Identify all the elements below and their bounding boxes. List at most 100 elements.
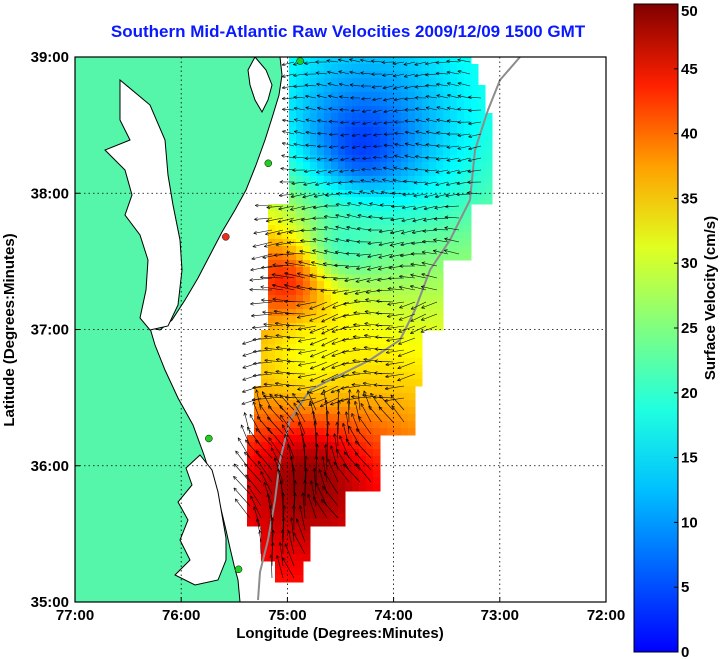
speed-cell — [380, 246, 388, 254]
speed-cell — [289, 414, 297, 422]
speed-cell — [450, 239, 458, 247]
velocity-arrow — [321, 337, 339, 347]
speed-cell — [359, 484, 367, 492]
speed-cell — [387, 141, 395, 149]
speed-cell — [331, 190, 339, 198]
speed-cell — [282, 512, 290, 520]
velocity-arrow — [336, 410, 341, 435]
velocity-arrow — [445, 204, 460, 209]
speed-cell — [359, 127, 367, 135]
velocity-arrow — [258, 530, 262, 555]
speed-cell — [275, 435, 283, 443]
speed-cell — [359, 442, 367, 450]
velocity-arrow — [356, 428, 372, 447]
speed-cell — [380, 428, 388, 436]
speed-cell — [359, 218, 367, 226]
speed-cell — [289, 267, 297, 275]
speed-cell — [387, 176, 395, 184]
speed-cell — [450, 162, 458, 170]
velocity-arrow — [343, 289, 361, 295]
speed-cell — [415, 323, 423, 331]
speed-cell — [359, 71, 367, 79]
speed-cell — [275, 260, 283, 268]
speed-cell — [345, 309, 353, 317]
speed-cell — [352, 78, 360, 86]
velocity-arrow — [403, 61, 416, 66]
speed-cell — [380, 337, 388, 345]
velocity-arrow — [352, 347, 372, 351]
speed-cell — [387, 197, 395, 205]
speed-cell — [359, 344, 367, 352]
speed-cell — [352, 302, 360, 310]
speed-cell — [247, 498, 255, 506]
speed-cell — [422, 155, 430, 163]
speed-cell — [373, 379, 381, 387]
velocity-arrow — [371, 72, 383, 76]
speed-cell — [331, 463, 339, 471]
speed-cell — [317, 442, 325, 450]
speed-cell — [471, 197, 479, 205]
speed-cell — [457, 197, 465, 205]
velocity-arrow — [321, 313, 339, 323]
velocity-arrow — [446, 70, 460, 75]
speed-cell — [366, 64, 374, 72]
speed-cell — [401, 365, 409, 373]
pamlico-sound — [174, 454, 227, 586]
velocity-arrow — [282, 557, 295, 579]
speed-cell — [324, 512, 332, 520]
velocity-arrow — [284, 272, 306, 279]
speed-cell — [380, 295, 388, 303]
speed-cell — [345, 253, 353, 261]
velocity-arrow — [332, 289, 350, 295]
velocity-arrow — [393, 166, 405, 171]
speed-cell — [331, 428, 339, 436]
speed-cell — [373, 155, 381, 163]
velocity-arrow — [375, 323, 394, 327]
speed-cell — [366, 484, 374, 492]
speed-cell — [324, 470, 332, 478]
speed-cell — [324, 358, 332, 366]
speed-cell — [331, 169, 339, 177]
speed-cell — [436, 211, 444, 219]
speed-cell — [345, 78, 353, 86]
speed-cell — [331, 183, 339, 191]
speed-cell — [443, 204, 451, 212]
velocity-arrow — [353, 311, 372, 315]
x-tick-label: 75:00 — [268, 607, 306, 624]
speed-cell — [408, 190, 416, 198]
velocity-arrow — [327, 82, 339, 87]
speed-cell — [261, 540, 269, 548]
velocity-arrow — [340, 145, 350, 150]
speed-cell — [282, 407, 290, 415]
colorbar-tick-label: 35 — [681, 190, 698, 207]
speed-cell — [436, 309, 444, 317]
speed-cell — [317, 134, 325, 142]
velocity-arrow — [291, 181, 306, 186]
velocity-arrow — [446, 119, 460, 123]
speed-cell — [324, 463, 332, 471]
colorbar-tick-label: 45 — [681, 61, 698, 78]
speed-cell — [436, 148, 444, 156]
speed-cell — [303, 554, 311, 562]
velocity-arrow — [264, 241, 284, 248]
speed-cell — [338, 239, 346, 247]
speed-cell — [436, 120, 444, 128]
velocity-arrow — [292, 155, 306, 159]
speed-cell — [394, 197, 402, 205]
speed-cell — [338, 99, 346, 107]
speed-cell — [289, 407, 297, 415]
velocity-arrow — [253, 229, 273, 235]
velocity-arrow — [446, 181, 460, 187]
speed-cell — [338, 225, 346, 233]
speed-cell — [415, 316, 423, 324]
speed-cell — [303, 281, 311, 289]
speed-cell — [317, 141, 325, 149]
velocity-arrow — [338, 82, 350, 87]
velocity-arrow — [378, 406, 394, 423]
speed-cell — [366, 337, 374, 345]
velocity-arrow — [404, 142, 416, 147]
speed-cell — [471, 99, 479, 107]
velocity-arrow — [281, 96, 295, 101]
speed-cell — [352, 477, 360, 485]
speed-cell — [380, 92, 388, 100]
